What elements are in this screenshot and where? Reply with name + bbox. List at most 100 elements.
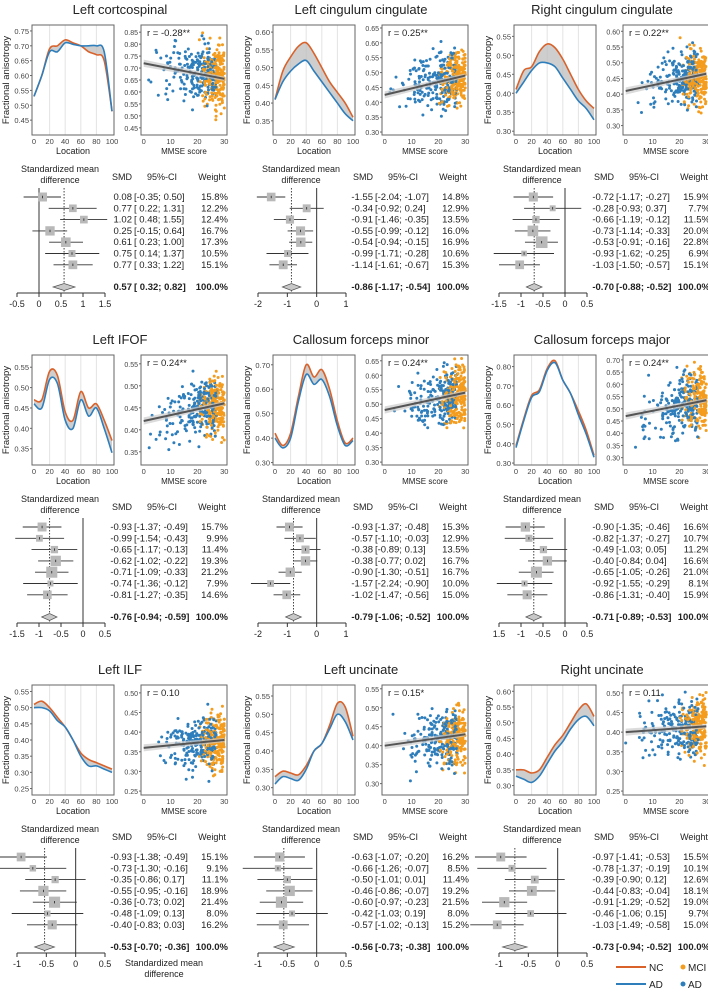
mci-point	[696, 730, 700, 734]
y-tick-label: 0.40	[124, 730, 138, 737]
ad-point	[438, 381, 442, 385]
ad-point	[402, 747, 405, 751]
pooled-ci: [-0.94; -0.52]	[616, 942, 671, 953]
mci-point	[457, 57, 461, 60]
ad-point	[198, 386, 202, 390]
study-row: -0.34 [-0.92; 0.24] 12.9%	[289, 203, 470, 214]
ad-point	[192, 735, 195, 739]
y-tick-label: 0.35	[365, 115, 379, 122]
mci-point	[460, 405, 464, 409]
mci-point	[213, 51, 217, 55]
y-tick-label: 0.55	[496, 703, 511, 712]
ad-point	[428, 714, 432, 718]
ad-point	[205, 422, 209, 426]
ad-point	[691, 60, 695, 64]
mci-point	[212, 379, 216, 383]
ad-point	[677, 752, 681, 756]
ad-point	[206, 735, 210, 739]
mci-point	[448, 414, 452, 418]
ad-point	[191, 768, 195, 772]
mci-point	[218, 102, 222, 106]
x-axis-label: Location	[297, 806, 331, 816]
column-header-smd: SMD	[112, 832, 133, 842]
ad-point	[419, 394, 423, 398]
ad-point	[693, 705, 697, 709]
ad-point	[416, 383, 420, 387]
ad-point	[668, 732, 671, 736]
weight-value: 15.2%	[442, 920, 469, 931]
mci-point	[454, 414, 457, 417]
smd-value: -0.93	[592, 249, 614, 260]
mci-point	[703, 55, 707, 59]
ad-point	[200, 34, 204, 38]
ad-point	[444, 388, 448, 391]
column-header-weight: Weight	[198, 172, 226, 182]
tract-profile-plot: 0.300.400.500.600.700 20 40 60 80 100Fraction…	[242, 354, 359, 486]
y-tick-label: 0.55	[255, 692, 270, 701]
x-tick-label: 10	[648, 797, 656, 806]
ad-point	[185, 62, 189, 66]
mci-point	[445, 391, 449, 394]
y-tick-label: 0.25	[14, 785, 29, 794]
x-tick-label: -2	[254, 629, 262, 639]
ad-point	[683, 690, 687, 694]
y-tick-label: 0.45	[606, 711, 620, 718]
column-header-ci: 95%-CI	[147, 172, 177, 182]
ad-point	[450, 760, 454, 764]
y-tick-label: 0.35	[255, 117, 270, 126]
smd-value: -0.38	[351, 545, 373, 556]
study-row: -0.71 [-1.09; -0.33] 21.2%	[35, 566, 229, 578]
plot-frame	[140, 684, 228, 796]
mci-point	[440, 403, 444, 406]
study-row: -0.35 [-0.86; 0.17] 11.1%	[25, 875, 229, 886]
y-tick-label: 0.40	[255, 99, 270, 108]
ad-point	[690, 742, 694, 746]
mci-point	[209, 423, 213, 427]
ad-point	[196, 78, 200, 82]
ad-point	[665, 75, 669, 78]
mci-point	[688, 62, 692, 66]
weight-value: 21.2%	[201, 567, 228, 578]
ci-value: [-0.97; -0.23]	[375, 897, 429, 908]
y-tick-label: 0.35	[606, 750, 620, 757]
ad-point	[653, 734, 657, 738]
x-tick-label: 40	[543, 797, 551, 806]
pooled-diamond	[51, 283, 77, 291]
y-tick-label: 0.35	[255, 765, 270, 774]
x-tick-label: 80	[92, 467, 100, 476]
ad-point	[679, 50, 683, 54]
ad-point	[671, 712, 675, 716]
pooled-weight: 100.0%	[437, 282, 470, 293]
ad-point	[675, 736, 679, 740]
mci-point	[463, 71, 467, 74]
ad-point	[200, 76, 204, 80]
ad-point	[683, 103, 687, 107]
ad-point	[435, 54, 439, 58]
ad-point	[666, 50, 670, 54]
mci-point	[697, 110, 701, 114]
y-tick-label: 0.35	[606, 108, 620, 115]
x-tick-label: 20	[286, 467, 294, 476]
mci-point	[456, 372, 460, 376]
tract-profile-plot: 0.300.400.500.600.700.800 20 40 60 80 100Frac…	[483, 354, 600, 486]
x-axis-label: Location	[56, 806, 90, 816]
mci-point	[692, 759, 696, 763]
mci-point	[702, 410, 705, 413]
y-tick-label: 0.30	[365, 782, 379, 789]
ad-point	[207, 47, 211, 51]
y-tick-label: 0.65	[365, 359, 379, 366]
ad-point	[421, 743, 425, 747]
mci-point	[686, 380, 690, 384]
study-row: 0.75[ 0.14; 1.37] 10.5%	[45, 249, 229, 260]
mci-point	[215, 48, 219, 52]
y-tick-label: 0.35	[124, 450, 138, 457]
ad-point	[190, 382, 193, 386]
ad-point	[436, 403, 440, 406]
ad-line	[515, 715, 595, 784]
smd-value: -0.40	[592, 556, 614, 567]
ad-point	[409, 393, 413, 397]
mci-point	[694, 738, 697, 742]
study-row: -0.91 [-1.46; -0.35] 13.5%	[273, 215, 470, 226]
ad-point	[198, 63, 201, 67]
